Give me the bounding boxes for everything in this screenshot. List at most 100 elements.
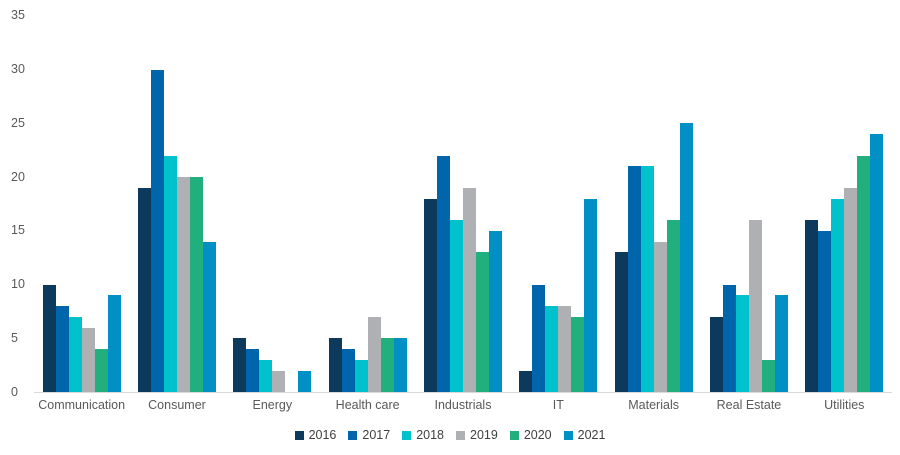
legend-label: 2019 [470, 428, 498, 442]
legend-item-2017: 2017 [348, 428, 390, 443]
bar-real-estate-2019 [748, 220, 762, 392]
bar-real-estate-2018 [735, 295, 749, 392]
x-category-label: Real Estate [716, 398, 782, 412]
bar-communication-2018 [68, 316, 82, 392]
legend-label: 2020 [523, 428, 552, 442]
x-category-label: Materials [628, 398, 679, 412]
bar-industrials-2020 [475, 252, 489, 392]
legend-label: 2017 [362, 428, 391, 442]
x-category-label: Utilities [824, 398, 865, 412]
bar-group-utilities [797, 16, 892, 392]
bar-communication-2021 [107, 295, 121, 392]
bar-materials-2019 [653, 241, 667, 392]
bar-industrials-2018 [449, 220, 463, 392]
legend-swatch-icon [348, 431, 358, 440]
bar-materials-2017 [627, 166, 641, 392]
legend-item-2020: 2020 [509, 428, 552, 443]
bar-real-estate-2016 [709, 316, 723, 392]
plot-area [34, 16, 892, 393]
bar-real-estate-2021 [774, 295, 788, 392]
bar-energy-2017 [246, 349, 260, 392]
legend-label: 2021 [577, 428, 606, 442]
bar-industrials-2016 [423, 198, 437, 392]
x-category-label: Industrials [434, 398, 492, 412]
bar-real-estate-2017 [722, 284, 736, 392]
bar-industrials-2021 [488, 230, 502, 392]
bar-materials-2020 [666, 220, 680, 392]
bar-utilities-2017 [818, 230, 832, 392]
bar-consumer-2021 [202, 241, 216, 392]
bar-materials-2016 [614, 252, 628, 392]
legend-swatch-icon [294, 431, 304, 440]
bar-communication-2019 [81, 327, 95, 392]
bar-consumer-2020 [189, 177, 203, 392]
legend-label: 2016 [308, 428, 337, 442]
bar-communication-2020 [94, 349, 108, 392]
bar-industrials-2017 [436, 155, 450, 392]
y-tick-label: 25 [11, 115, 25, 130]
bar-group-industrials [415, 16, 510, 392]
legend-label: 2018 [416, 428, 444, 442]
y-tick-label: 10 [11, 277, 25, 292]
bar-communication-2017 [55, 306, 69, 392]
bar-utilities-2018 [831, 198, 845, 392]
legend-swatch-icon [456, 431, 465, 440]
bar-health-care-2017 [341, 349, 355, 392]
bar-it-2020 [571, 316, 585, 392]
bar-group-real-estate [701, 16, 796, 392]
bar-group-communication [34, 16, 129, 392]
bar-communication-2016 [42, 284, 56, 392]
bar-materials-2021 [679, 123, 693, 392]
bar-utilities-2021 [870, 134, 884, 392]
bar-it-2016 [519, 370, 533, 392]
x-category-label: Energy [252, 398, 293, 412]
bar-utilities-2020 [857, 155, 871, 392]
bar-real-estate-2020 [761, 359, 775, 392]
x-category-label: Health care [335, 398, 400, 412]
bar-consumer-2019 [176, 177, 190, 392]
x-category-label: Consumer [148, 398, 206, 412]
bar-energy-2021 [298, 370, 312, 392]
y-tick-label: 5 [11, 331, 18, 346]
bar-it-2017 [532, 284, 546, 392]
legend-item-2021: 2021 [563, 428, 606, 443]
legend-swatch-icon [563, 431, 573, 440]
bar-utilities-2016 [805, 220, 819, 392]
bar-consumer-2016 [137, 187, 151, 392]
bar-group-it [511, 16, 606, 392]
bar-group-materials [606, 16, 701, 392]
bar-energy-2016 [233, 338, 247, 392]
bar-health-care-2019 [367, 316, 381, 392]
bar-energy-2018 [259, 359, 273, 392]
legend-item-2016: 2016 [294, 428, 337, 443]
y-tick-label: 35 [11, 8, 25, 22]
x-category-label: IT [552, 398, 564, 412]
bar-it-2018 [545, 306, 559, 392]
bar-health-care-2018 [354, 359, 368, 392]
bar-health-care-2021 [393, 338, 407, 392]
bar-health-care-2016 [328, 338, 342, 392]
bar-consumer-2017 [150, 69, 164, 392]
legend-swatch-icon [402, 431, 412, 440]
bar-consumer-2018 [163, 155, 177, 392]
bar-utilities-2019 [844, 187, 858, 392]
bar-group-consumer [129, 16, 224, 392]
y-tick-label: 30 [11, 61, 25, 76]
bar-it-2019 [558, 306, 572, 392]
legend-item-2019: 2019 [456, 428, 498, 443]
legend-swatch-icon [509, 431, 519, 440]
bar-group-energy [225, 16, 320, 392]
bar-energy-2019 [272, 370, 286, 392]
legend-item-2018: 2018 [402, 428, 444, 443]
bar-health-care-2020 [380, 338, 394, 392]
bar-group-health-care [320, 16, 415, 392]
y-tick-label: 15 [11, 223, 25, 238]
y-tick-label: 20 [11, 169, 25, 184]
bar-industrials-2019 [462, 187, 476, 392]
bar-it-2021 [584, 198, 598, 392]
bar-materials-2018 [640, 166, 654, 392]
legend: 2016 2017 2018 2019 2020 2021 [0, 428, 900, 443]
x-axis-labels: Communication Consumer Energy Health care In… [34, 398, 892, 413]
y-tick-label: 0 [11, 385, 18, 399]
